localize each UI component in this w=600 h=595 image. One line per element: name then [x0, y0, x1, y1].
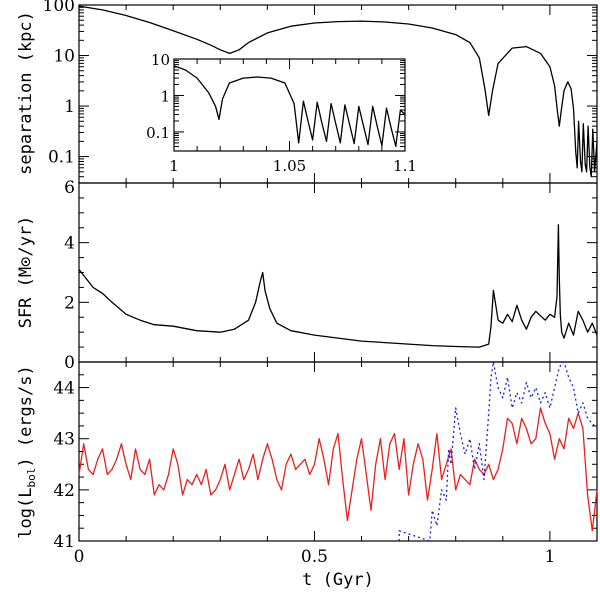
- panel-separation-inset: 10 1 0.1 1 1.05 1.1: [146, 51, 417, 175]
- sfr-ytick-label: 0: [64, 353, 75, 373]
- sfr-ytick-label: 2: [64, 293, 75, 313]
- lbol-series-solid-red: [78, 407, 598, 532]
- panel-separation-ylabel: separation (kpc): [16, 11, 36, 175]
- lbol-ytick-label: 43: [53, 430, 75, 450]
- panel-lbol-frame: [78, 361, 598, 542]
- inset-xtick-label: 1.1: [393, 157, 417, 175]
- panel-sfr: 0 2 4 6 SFR (M⊙/yr): [16, 178, 598, 373]
- panel-lbol-ylabel: log(Lbol) (ergs/s): [16, 365, 38, 538]
- xtick-label: 0: [74, 547, 85, 567]
- sfr-ytick-label: 6: [64, 178, 75, 198]
- lbol-series-dotted-blue: [398, 361, 598, 542]
- panel-sfr-ylabel: SFR (M⊙/yr): [16, 216, 36, 329]
- inset-series-separation-zoom: [173, 65, 406, 148]
- sfr-series-SFR: [78, 224, 598, 348]
- lbol-ytick-label: 44: [53, 379, 75, 399]
- panel-sfr-frame: [78, 182, 598, 363]
- separation-ytick-label: 1: [64, 97, 75, 117]
- inset-xtick-label: 1.05: [273, 157, 306, 175]
- separation-ytick-label: 10: [53, 47, 75, 67]
- separation-ytick-label: 100: [43, 0, 75, 16]
- xtick-label: 0.5: [301, 547, 328, 567]
- xtick-label: 1: [544, 547, 555, 567]
- sfr-ytick-label: 4: [64, 234, 75, 254]
- x-axis-label: t (Gyr): [302, 570, 374, 590]
- lbol-ylabel-suffix: ) (ergs/s): [16, 365, 36, 467]
- separation-ytick-label: 0.1: [48, 148, 75, 168]
- lbol-ylabel-prefix: log(L: [16, 488, 36, 539]
- lbol-ylabel-sub: bol: [25, 468, 38, 488]
- inset-xtick-label: 1: [169, 157, 179, 175]
- inset-ytick-label: 10: [151, 51, 170, 69]
- separation-series-separation: [78, 5, 598, 178]
- inset-ytick-label: 0.1: [146, 124, 170, 142]
- panel-lbol: 41 42 43 44 0 0.5 1 log(Lbol) (ergs/s) t (Gyr): [16, 361, 598, 590]
- inset-frame-background: [174, 59, 405, 151]
- lbol-ytick-label: 42: [53, 481, 75, 501]
- lbol-ytick-label: 41: [53, 532, 75, 552]
- inset-ytick-label: 1: [160, 87, 170, 105]
